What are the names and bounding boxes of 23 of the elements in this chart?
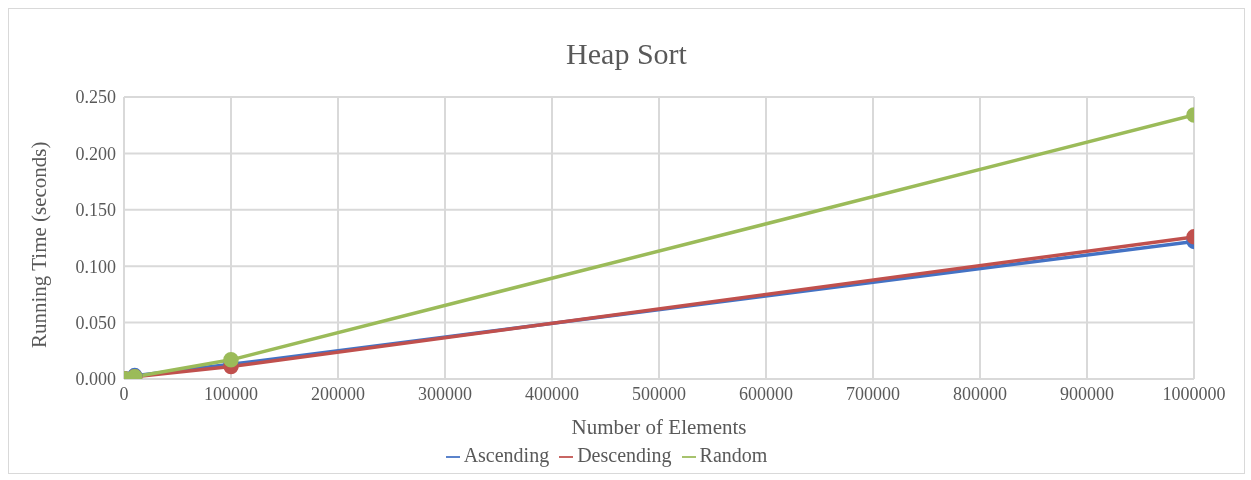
x-tick-label: 900000 [1060, 383, 1114, 404]
y-tick-label: 0.000 [75, 369, 116, 390]
x-tick-label: 100000 [204, 383, 258, 404]
x-tick-label: 200000 [311, 383, 365, 404]
y-tick-label: 0.250 [75, 87, 116, 108]
x-tick-label: 600000 [739, 383, 793, 404]
legend-label: Ascending [463, 444, 550, 466]
y-tick-label: 0.100 [75, 256, 116, 277]
x-tick-label: 1000000 [1162, 383, 1226, 404]
y-tick-label: 0.150 [75, 200, 116, 221]
y-tick-label: 0.200 [75, 143, 116, 164]
x-tick-label: 300000 [418, 383, 472, 404]
x-tick-label: 500000 [632, 383, 686, 404]
x-axis-title: Number of Elements [571, 415, 747, 439]
x-tick-label: 400000 [525, 383, 579, 404]
legend-label: Descending [577, 444, 672, 466]
y-tick-label: 0.050 [75, 312, 116, 333]
chart-title: Heap Sort [565, 37, 688, 72]
x-tick-label: 700000 [846, 383, 900, 404]
x-tick-label: 800000 [953, 383, 1007, 404]
legend-label: Random [699, 444, 768, 466]
x-tick-label: 0 [119, 383, 129, 404]
y-axis-title: Running Time (seconds) [27, 141, 52, 348]
